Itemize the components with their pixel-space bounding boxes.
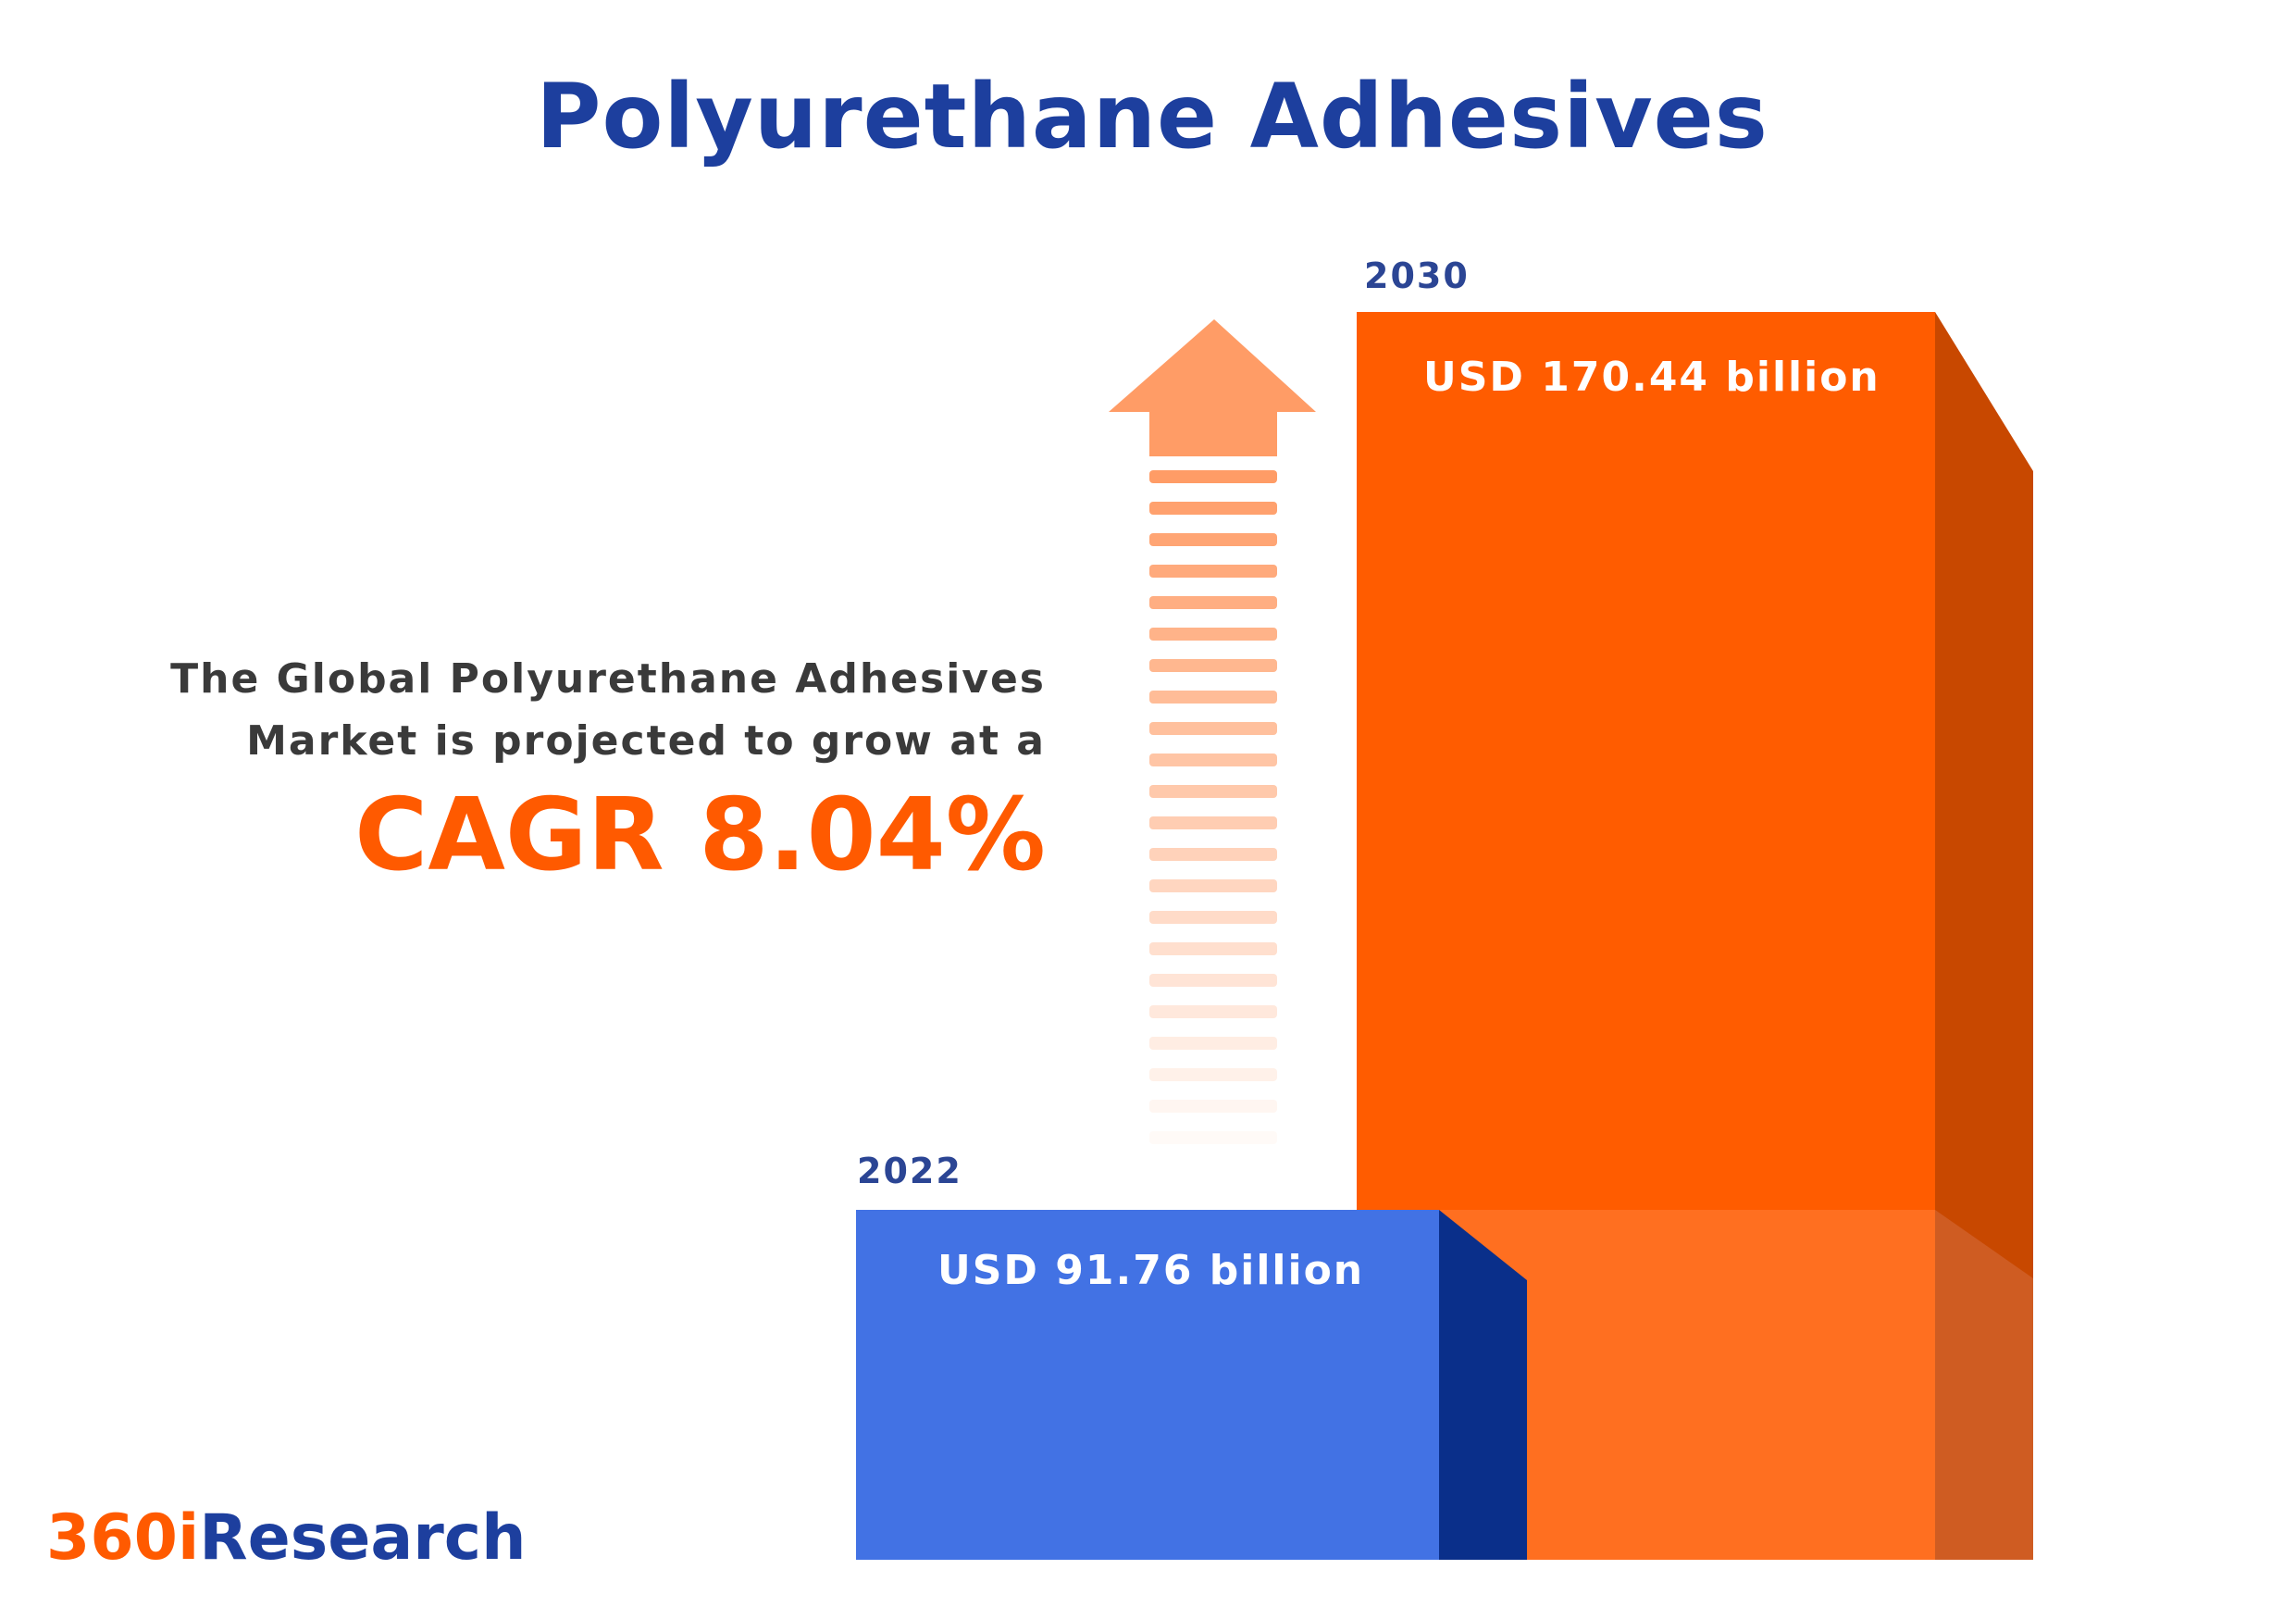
arrow-stripe bbox=[1149, 502, 1277, 515]
logo-part-1: 360i bbox=[46, 1501, 200, 1575]
logo-part-2: Research bbox=[199, 1501, 527, 1575]
growth-arrow bbox=[1109, 319, 1316, 1144]
arrow-stripe bbox=[1149, 879, 1277, 892]
arrow-stripe bbox=[1149, 691, 1277, 704]
arrow-stripe bbox=[1149, 596, 1277, 609]
year-label-2030: 2030 bbox=[1364, 255, 1470, 296]
arrow-stripe bbox=[1149, 911, 1277, 924]
arrow-stripe bbox=[1149, 1131, 1277, 1144]
arrow-stripe bbox=[1149, 659, 1277, 672]
arrow-stripe bbox=[1149, 1068, 1277, 1081]
description-line-1: The Global Polyurethane Adhesives bbox=[170, 655, 1046, 703]
value-label-2022: USD 91.76 billion bbox=[937, 1247, 1365, 1294]
description-line-2: Market is projected to grow at a bbox=[246, 717, 1046, 765]
arrow-stripe bbox=[1149, 470, 1277, 483]
bar-2022-front bbox=[856, 1210, 1439, 1560]
arrow-stripe bbox=[1149, 785, 1277, 798]
year-label-2022: 2022 bbox=[857, 1151, 962, 1191]
bar-2022-side bbox=[1439, 1210, 1527, 1560]
arrow-stripe bbox=[1149, 628, 1277, 641]
arrow-stripe bbox=[1149, 753, 1277, 766]
arrow-stripe bbox=[1149, 1037, 1277, 1050]
arrow-stripe bbox=[1149, 722, 1277, 735]
cagr-value: CAGR 8.04% bbox=[354, 778, 1046, 893]
arrow-stripes bbox=[1149, 470, 1277, 1144]
arrow-stripe bbox=[1149, 533, 1277, 546]
bar-2022 bbox=[856, 1210, 1527, 1560]
arrow-stripe bbox=[1149, 565, 1277, 578]
arrow-stripe bbox=[1149, 942, 1277, 955]
arrow-stripe bbox=[1149, 848, 1277, 861]
page-title: Polyurethane Adhesives bbox=[536, 65, 1769, 168]
arrow-stripe bbox=[1149, 1100, 1277, 1113]
arrow-head bbox=[1109, 319, 1316, 456]
bar-2030-lower-side bbox=[1935, 1210, 2033, 1560]
arrow-stripe bbox=[1149, 816, 1277, 829]
arrow-stripe bbox=[1149, 974, 1277, 987]
arrow-stripe bbox=[1149, 1005, 1277, 1018]
value-label-2030: USD 170.44 billion bbox=[1423, 354, 1880, 401]
logo: 360iResearch bbox=[46, 1501, 526, 1575]
